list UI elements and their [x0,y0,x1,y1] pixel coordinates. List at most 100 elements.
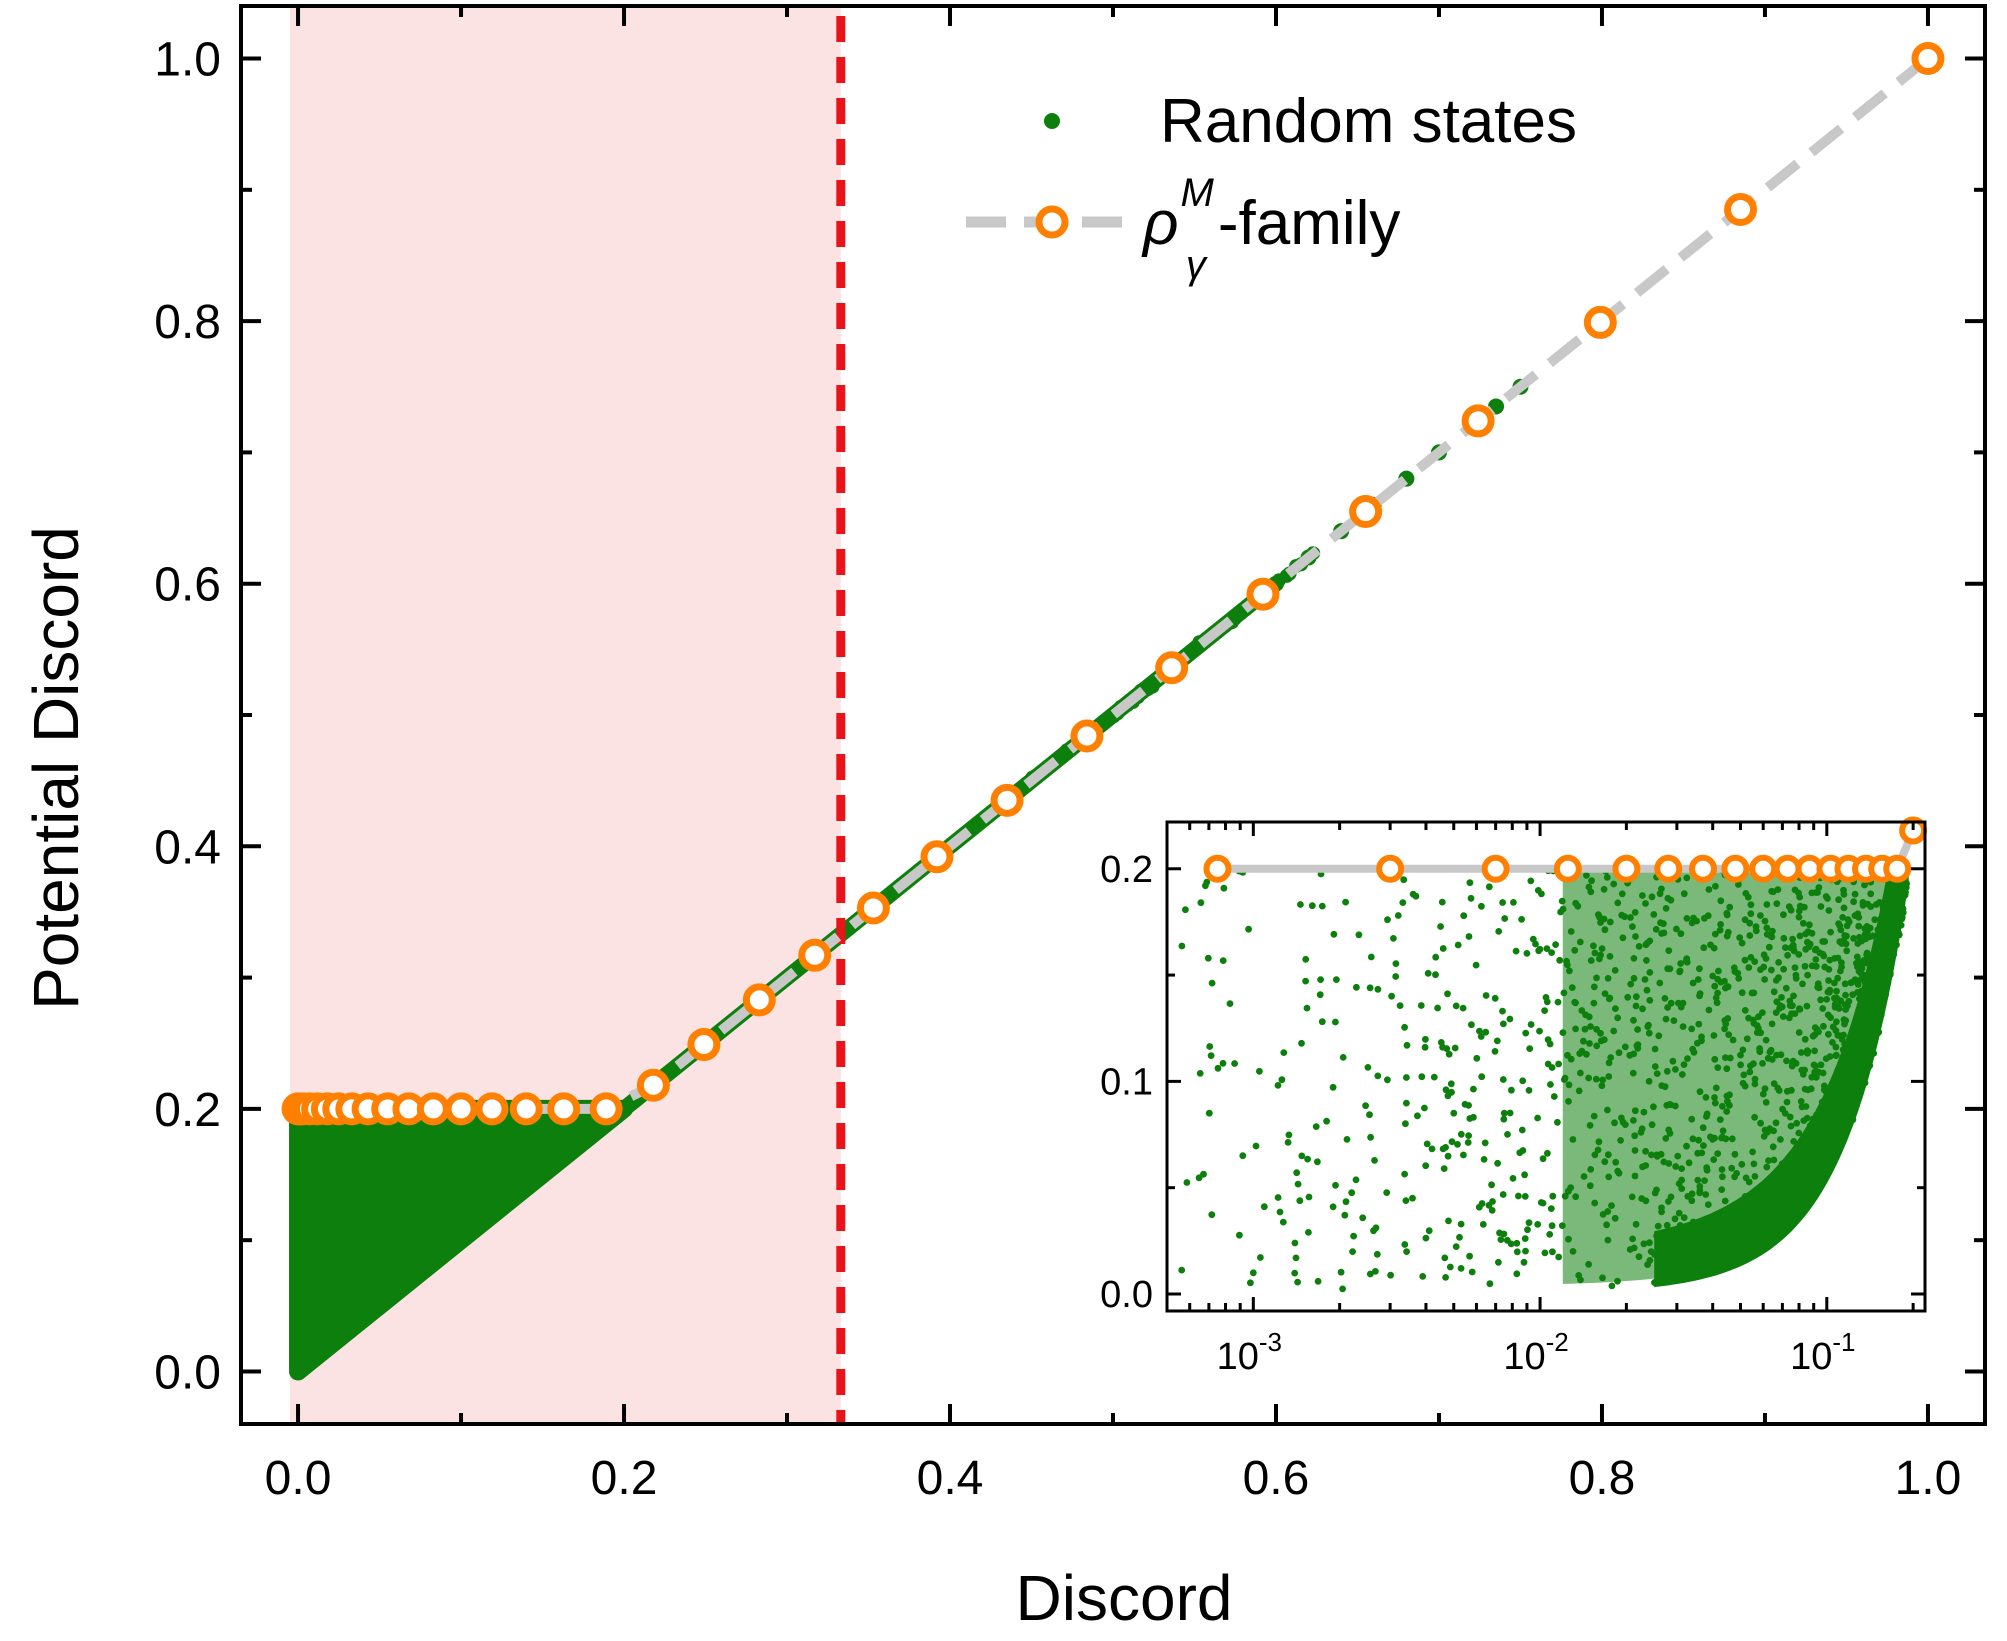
inset-random-point [1556,956,1564,964]
inset-random-point [1302,977,1309,985]
inset-random-point [1459,1004,1467,1012]
inset-random-point [1448,1088,1455,1096]
inset-random-point [1550,1093,1558,1100]
family-point [509,1092,543,1126]
family-point [798,938,832,972]
inset-random-point [1392,973,1400,980]
inset-random-point [1480,1156,1488,1163]
inset-random-point [1252,1142,1260,1150]
inset-random-point [1332,1181,1339,1189]
inset-x-tick-label: 10-3 [1217,1327,1282,1378]
inset-random-point [1444,990,1451,998]
inset-random-point [1348,1189,1356,1197]
inset-random-point [1178,1266,1186,1274]
inset-random-point [1439,1145,1447,1153]
random-point [1147,676,1162,691]
inset-random-point [1256,1067,1263,1075]
inset-random-point [1183,1179,1191,1186]
inset-random-point [1608,1282,1616,1290]
legend-family-label: ρM γ-family [1141,171,1400,287]
inset-random-point [1384,916,1391,924]
inset-random-point [1383,1189,1391,1196]
x-tick-label: 0.6 [1243,1452,1310,1505]
inset-random-point [1491,1048,1499,1055]
inset-random-point [1418,1073,1426,1081]
inset-random-point [1329,1083,1337,1091]
family-series [281,42,1945,1126]
legend-rest: -family [1218,189,1401,258]
inset-random-point [1470,1113,1477,1121]
legend-family-marker [1035,205,1069,239]
family-point [1911,42,1945,76]
inset-random-point [1478,902,1485,910]
inset-random-point [1501,915,1509,922]
inset-random-point [1403,1248,1410,1255]
inset-random-point [1486,1280,1494,1288]
inset-random-point [1516,1149,1524,1157]
inset-random-point [1421,1104,1428,1112]
inset-random-point [1428,1145,1436,1153]
inset-random-point [1392,960,1400,967]
inset-random-point [1547,1081,1554,1088]
inset-random-point [1291,1239,1299,1247]
inset-random-point [1330,930,1338,938]
inset-random-point [1423,1140,1431,1148]
inset-y-tick-label: 0.2 [1100,849,1153,891]
inset-random-point [1554,998,1562,1006]
inset-random-point [1523,950,1531,957]
inset-family-series [1203,816,1928,883]
inset-random-point [1434,1004,1441,1012]
inset-random-point [1374,1072,1382,1080]
inset-random-point [1372,1224,1380,1232]
inset-random-point [1476,1027,1483,1035]
inset-random-point [1500,1109,1508,1117]
inset-random-point [1499,899,1506,906]
inset-random-point [1488,1207,1496,1214]
inset-random-point [1291,1269,1299,1277]
inset-random-point [1547,1205,1555,1212]
inset-random-point [1219,1059,1227,1067]
inset-random-point [1536,1027,1543,1035]
inset-random-point [1384,1076,1391,1084]
inset-y-tick-label: 0.1 [1100,1061,1153,1103]
inset-random-point [1506,1109,1514,1117]
inset-random-point [1473,1054,1481,1062]
inset-random-point [1274,1194,1282,1201]
inset-random-point [1442,1274,1449,1281]
inset-random-point [1527,1021,1535,1028]
inset-random-point [1196,1070,1204,1077]
inset-random-point [1316,991,1324,999]
inset-random-point [1387,1271,1394,1279]
inset-random-point [1236,1231,1243,1239]
inset-random-point [1294,1180,1302,1188]
inset-random-point [1419,1273,1427,1280]
x-tick-label: 1.0 [1895,1452,1962,1505]
inset-random-point [1279,1218,1287,1226]
inset-random-point [1333,976,1340,983]
inset-random-point [1366,1270,1374,1278]
inset-random-point [1534,1114,1541,1122]
inset-family-point [1203,854,1232,883]
inset-random-point [1524,1226,1531,1234]
inset-random-point [1542,994,1550,1001]
x-tick-label: 0.0 [265,1452,332,1505]
inset-family-point [1654,854,1683,883]
inset-random-point [1303,1004,1311,1012]
inset-random-point [1430,1073,1438,1081]
legend-random-label: Random states [1160,87,1577,156]
y-tick-label: 1.0 [154,34,221,87]
family-point [1155,651,1189,685]
inset-random-point [1204,954,1212,962]
inset-random-point [1460,912,1468,920]
inset-random-point [1438,898,1446,906]
inset-random-point [1468,1021,1475,1029]
inset-frame [1165,820,1927,1313]
inset-random-point [1329,1203,1337,1211]
inset-random-point [1499,1191,1507,1198]
inset-random-point [1460,1151,1467,1159]
inset-random-point [1308,902,1316,910]
inset-random-point [1529,935,1537,943]
inset-random-point [1454,1141,1461,1148]
inset-random-point [1447,1080,1455,1088]
inset-random-point [1521,1171,1528,1179]
